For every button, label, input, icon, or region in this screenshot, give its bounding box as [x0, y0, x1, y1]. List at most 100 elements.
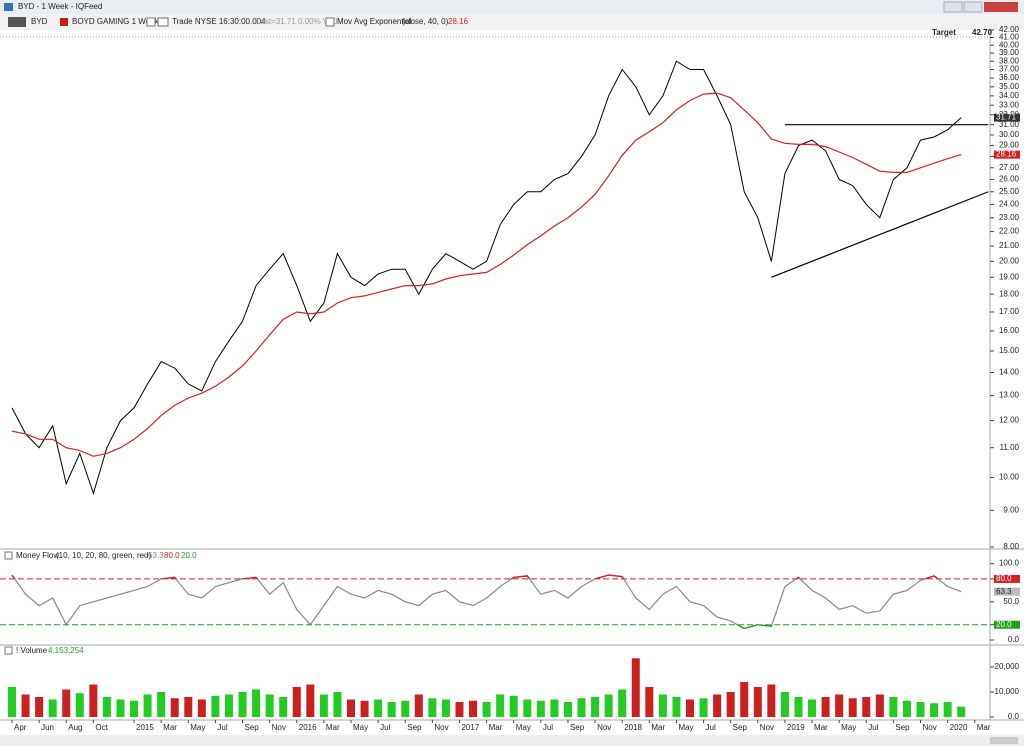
study-params: (close, 40, 0) — [402, 17, 449, 26]
volume-bar — [374, 699, 383, 717]
volume-bar — [645, 687, 654, 717]
volume-bar — [780, 692, 789, 717]
volume-bar — [360, 700, 369, 717]
volume-bar — [224, 694, 233, 717]
volume-bar — [8, 687, 16, 717]
series-line — [11, 60, 962, 496]
volume-bar — [509, 695, 518, 717]
x-tick-label: Mar — [163, 723, 177, 732]
x-tick-label: Nov — [434, 723, 448, 732]
y-tick-label: 23.00 — [999, 213, 1020, 222]
volume-bar — [875, 694, 884, 717]
volume-bar — [767, 684, 776, 717]
y-tick-label: 37.00 — [999, 65, 1020, 74]
x-tick-label: Jul — [868, 723, 878, 732]
volume-bar — [401, 700, 410, 717]
y-tick-label: 21.00 — [999, 241, 1020, 250]
vol-title: ! Volume — [16, 646, 48, 655]
app-icon — [4, 3, 13, 11]
x-tick-label: Nov — [597, 723, 611, 732]
y-tick-label: 19.00 — [999, 272, 1020, 281]
y-tick-label: 17.00 — [999, 307, 1020, 316]
x-tick-label: Sep — [570, 723, 585, 732]
volume-bar — [943, 702, 952, 717]
volume-bar — [618, 689, 627, 717]
scrollbar[interactable] — [0, 735, 1024, 746]
x-tick-label: Nov — [272, 723, 286, 732]
x-tick-label: Sep — [407, 723, 422, 732]
volume-bar — [631, 658, 640, 717]
value-badge — [994, 113, 1020, 122]
x-tick-label: May — [190, 723, 205, 732]
symbol-link-button[interactable] — [8, 17, 26, 27]
volume-bar — [536, 700, 545, 717]
y-tick-label: 38.00 — [999, 56, 1020, 65]
y-tick-label: 12.00 — [999, 416, 1020, 425]
x-tick-label: Mar — [977, 723, 991, 732]
study-name: Mov Avg Exponential — [337, 17, 412, 26]
panel-close[interactable] — [4, 646, 13, 655]
maximize-button[interactable] — [963, 1, 983, 13]
x-tick-label: Apr — [14, 723, 27, 732]
x-tick-label: May — [353, 723, 368, 732]
x-tick-label: 2020 — [950, 723, 968, 732]
volume-bar — [808, 699, 817, 717]
last-info: Last=31.71 0.00% V=0 — [256, 17, 338, 26]
vol-value: 4,153,254 — [48, 646, 84, 655]
panel-close[interactable] — [4, 551, 13, 560]
level-badge — [994, 620, 1020, 629]
volume-bar — [740, 682, 749, 717]
y-tick-label: 15.00 — [999, 346, 1020, 355]
volume-bar — [577, 698, 586, 717]
mf-value: 63.3 — [148, 551, 164, 560]
dropdown[interactable] — [157, 17, 169, 27]
y-tick-label: 11.00 — [1000, 443, 1020, 452]
dropdown[interactable] — [146, 17, 156, 27]
volume-bar — [306, 684, 315, 717]
volume-bar — [279, 697, 288, 717]
volume-bar — [89, 684, 98, 717]
y-tick-label: 36.00 — [999, 73, 1020, 82]
volume-bar — [469, 700, 478, 717]
volume-bar — [48, 699, 57, 717]
x-tick-label: Mar — [651, 723, 665, 732]
volume-bar — [957, 706, 966, 717]
volume-bar — [794, 697, 803, 717]
volume-bar — [658, 694, 667, 717]
x-tick-label: Sep — [245, 723, 260, 732]
series-color — [60, 18, 68, 26]
volume-bar — [292, 687, 301, 717]
volume-bar — [75, 693, 84, 717]
volume-bar — [143, 694, 152, 717]
minimize-button[interactable] — [943, 1, 963, 13]
x-tick-label: Nov — [760, 723, 774, 732]
volume-bar — [821, 697, 830, 717]
level-badge — [994, 574, 1020, 583]
y-tick-label: 29.00 — [999, 141, 1020, 150]
scroll-thumb[interactable] — [990, 737, 1018, 744]
x-tick-label: Mar — [814, 723, 828, 732]
series-line — [11, 574, 962, 630]
volume-bar — [35, 697, 44, 717]
value-badge-label: 28.16 — [996, 150, 1017, 159]
series-name: BOYD GAMING 1 Week — [72, 17, 160, 26]
y-tick-label: 25.00 — [999, 187, 1020, 196]
x-tick-label: 2015 — [136, 723, 154, 732]
y-tick-label: 13.00 — [999, 391, 1020, 400]
y-tick-label: 33.00 — [999, 100, 1020, 109]
title-bar — [0, 0, 1024, 14]
study-toggle[interactable] — [325, 17, 335, 27]
volume-bar — [902, 700, 911, 717]
volume-bar — [686, 699, 694, 717]
volume-bar — [441, 699, 450, 717]
close-button[interactable] — [984, 2, 1018, 12]
volume-bar — [916, 702, 925, 717]
x-tick-label: 2017 — [461, 723, 479, 732]
x-tick-label: May — [678, 723, 693, 732]
y-tick-label: 34.00 — [999, 91, 1020, 100]
volume-bar — [319, 694, 328, 717]
volume-bar — [523, 699, 532, 717]
volume-bar — [387, 702, 396, 717]
x-tick-label: 2018 — [624, 723, 642, 732]
level-badge-label: 20.0 — [996, 620, 1012, 629]
